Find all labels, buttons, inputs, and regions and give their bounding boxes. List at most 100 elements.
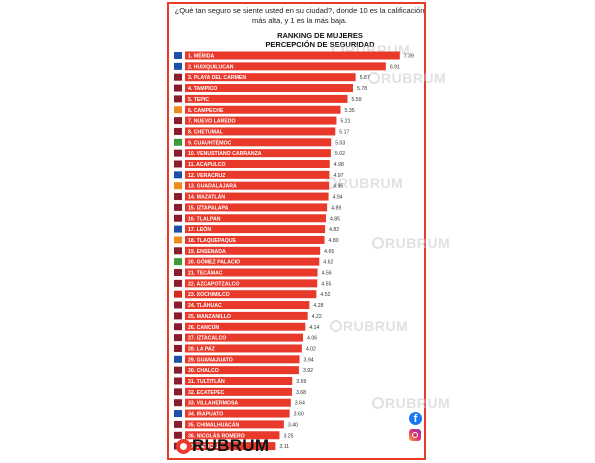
category-label: 28. LA PAZ bbox=[188, 346, 216, 352]
value-label: 4.14 bbox=[309, 325, 319, 331]
category-label: 33. VILLAHERMOSA bbox=[188, 401, 238, 407]
bar bbox=[185, 84, 354, 93]
value-label: 4.28 bbox=[313, 303, 323, 309]
value-label: 3.25 bbox=[283, 433, 293, 439]
party-badge bbox=[174, 138, 182, 146]
bar bbox=[185, 279, 318, 288]
party-badge bbox=[174, 182, 182, 190]
category-label: 25. MANZANILLO bbox=[188, 314, 231, 320]
bar bbox=[185, 149, 331, 158]
bar bbox=[185, 377, 293, 385]
value-label: 4.56 bbox=[322, 271, 332, 277]
category-label: 17. LEÓN bbox=[188, 225, 211, 233]
bar bbox=[185, 246, 321, 255]
party-badge bbox=[174, 106, 182, 114]
value-label: 4.55 bbox=[321, 281, 331, 287]
party-badge bbox=[174, 420, 182, 428]
party-badge bbox=[174, 225, 182, 233]
bar bbox=[185, 420, 284, 429]
value-label: 7.39 bbox=[404, 54, 414, 60]
party-badge bbox=[174, 62, 182, 70]
bar bbox=[185, 116, 337, 125]
category-label: 9. CUAUHTÉMOC bbox=[188, 138, 231, 146]
category-label: 22. AZCAPOTZALCO bbox=[188, 281, 239, 287]
category-label: 35. CHIMALHUACÁN bbox=[188, 421, 240, 428]
category-label: 10. VENUSTIANO CARRANZA bbox=[188, 151, 262, 157]
bar bbox=[185, 138, 332, 147]
category-label: 36. NICOLÁS ROMERO bbox=[188, 432, 245, 439]
value-label: 4.98 bbox=[334, 162, 344, 168]
party-badge bbox=[174, 323, 182, 331]
party-badge bbox=[174, 193, 182, 201]
party-badge bbox=[174, 334, 182, 342]
watermark: RUBRUM bbox=[330, 318, 408, 334]
category-label: 19. ENSENADA bbox=[188, 249, 226, 255]
category-label: 26. CANCÚN bbox=[188, 324, 219, 331]
chart-title: RANKING DE MUJERES bbox=[277, 31, 363, 40]
party-badge bbox=[174, 290, 182, 298]
category-label: 29. GUANAJUATO bbox=[188, 357, 233, 363]
category-label: 30. CHALCO bbox=[188, 368, 219, 374]
bar bbox=[185, 181, 330, 190]
party-badge bbox=[174, 312, 182, 320]
bar bbox=[185, 160, 330, 168]
value-label: 6.91 bbox=[390, 64, 400, 70]
value-label: 3.60 bbox=[294, 412, 304, 418]
party-badge bbox=[174, 203, 182, 211]
instagram-icon[interactable] bbox=[409, 429, 421, 441]
value-label: 4.85 bbox=[330, 216, 340, 222]
category-label: 20. GÓMEZ PALACIO bbox=[188, 258, 240, 266]
party-badge bbox=[174, 377, 182, 385]
value-label: 4.02 bbox=[306, 346, 316, 352]
value-label: 4.82 bbox=[329, 227, 339, 233]
bar bbox=[185, 170, 330, 179]
value-label: 4.96 bbox=[333, 184, 343, 190]
bar bbox=[185, 51, 400, 60]
facebook-icon[interactable]: f bbox=[409, 412, 422, 425]
party-badge bbox=[174, 399, 182, 407]
value-label: 3.64 bbox=[295, 401, 305, 407]
bar bbox=[185, 301, 310, 310]
value-label: 4.62 bbox=[323, 260, 333, 266]
party-badge bbox=[174, 127, 182, 135]
category-label: 32. ECATEPEC bbox=[188, 390, 225, 396]
bar bbox=[185, 214, 326, 223]
category-label: 14. MAZATLÁN bbox=[188, 194, 225, 201]
bar bbox=[185, 192, 329, 201]
value-label: 5.78 bbox=[357, 86, 367, 92]
value-label: 4.97 bbox=[333, 173, 343, 179]
bar bbox=[185, 73, 356, 82]
party-badge bbox=[174, 366, 182, 374]
bar bbox=[185, 344, 302, 353]
party-badge bbox=[174, 247, 182, 255]
bar bbox=[185, 105, 341, 114]
party-badge bbox=[174, 258, 182, 266]
bar bbox=[185, 127, 336, 136]
party-badge bbox=[174, 214, 182, 222]
category-label: 16. TLALPAN bbox=[188, 216, 221, 222]
bar bbox=[185, 355, 300, 364]
bar bbox=[185, 366, 299, 375]
category-label: 31. TULTITLÁN bbox=[188, 378, 225, 385]
category-label: 2. HUIXQUILUCAN bbox=[188, 64, 234, 70]
value-label: 3.92 bbox=[303, 368, 313, 374]
value-label: 3.11 bbox=[279, 444, 289, 450]
value-label: 4.94 bbox=[333, 195, 343, 201]
party-badge bbox=[174, 355, 182, 363]
value-label: 3.69 bbox=[296, 379, 306, 385]
watermark: RUBRUM bbox=[368, 70, 446, 86]
category-label: 11. ACAPULCO bbox=[188, 162, 226, 168]
party-badge bbox=[174, 388, 182, 396]
watermark: RUBRUM bbox=[372, 235, 450, 251]
category-label: 37. MEXICALI bbox=[188, 444, 222, 450]
bar bbox=[185, 235, 325, 244]
value-label: 5.87 bbox=[360, 75, 370, 81]
value-label: 4.22 bbox=[312, 314, 322, 320]
category-label: 6. CAMPECHE bbox=[188, 108, 224, 114]
party-badge bbox=[174, 301, 182, 309]
bar bbox=[185, 311, 308, 320]
category-label: 23. XOCHIMILCO bbox=[188, 292, 230, 298]
category-label: 3. PLAYA DEL CARMEN bbox=[188, 75, 246, 81]
party-badge bbox=[174, 160, 182, 168]
category-label: 13. GUADALAJARA bbox=[188, 184, 237, 190]
